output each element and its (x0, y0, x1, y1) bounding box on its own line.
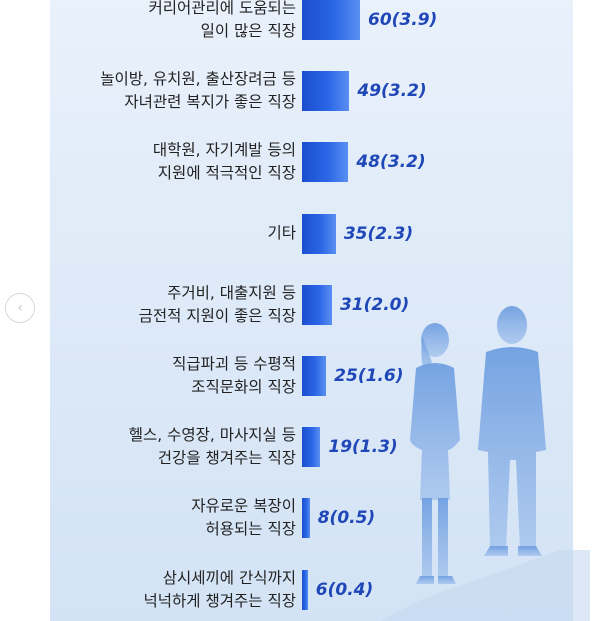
category-label-line: 놀이방, 유치원, 출산장려금 등 (100, 70, 296, 89)
bar (302, 0, 360, 40)
category-label-line: 건강을 챙겨주는 직장 (157, 449, 296, 468)
bar (302, 142, 349, 183)
category-label-line: 허용되는 직장 (205, 520, 297, 539)
bar (302, 213, 336, 254)
category-label-line: 삼시세끼에 간식까지 (162, 568, 296, 587)
category-label-line: 주거비, 대출지원 등 (167, 283, 296, 302)
category-label-line: 자녀관련 복지가 좋은 직장 (124, 93, 296, 112)
category-label-line: 직급파괴 등 수평적 (172, 355, 296, 373)
category-label-line: 대학원, 자기계발 등의 (152, 141, 296, 160)
bar (302, 356, 327, 396)
carousel-prev-button[interactable]: ‹ (5, 293, 35, 323)
category-label-line: 헬스, 수영장, 마사지실 등 (128, 426, 296, 445)
data-label: 31(2.0) (339, 294, 410, 315)
data-label: 19(1.3) (328, 437, 398, 458)
data-label: 25(1.6) (334, 366, 404, 386)
category-label-line: 금전적 지원이 좋은 직장 (138, 306, 296, 325)
category-label-line: 조직문화의 직장 (191, 378, 296, 396)
bar (302, 498, 310, 539)
data-label: 49(3.2) (357, 81, 427, 102)
data-label: 8(0.5) (317, 508, 376, 529)
bar (302, 71, 350, 112)
bar (302, 284, 332, 325)
data-label: 48(3.2) (356, 152, 426, 173)
category-label-line: 자유로운 복장이 (191, 497, 296, 516)
category-label-line: 커리어관리에 도움되는 (148, 0, 296, 17)
data-label: 35(2.3) (343, 223, 414, 244)
chevron-left-icon: ‹ (17, 300, 23, 316)
category-label-line: 일이 많은 직장 (200, 22, 296, 40)
business-people-silhouette (380, 306, 590, 621)
category-label-line: 넉넉하게 챙겨주는 직장 (143, 591, 296, 610)
category-label-line: 기타 (267, 224, 296, 243)
data-label: 6(0.4) (315, 579, 374, 600)
bar (302, 569, 308, 610)
category-label: 기타 (56, 222, 296, 245)
bar (302, 427, 321, 468)
data-label: 60(3.9) (368, 10, 438, 30)
category-label-line: 지원에 적극적인 직장 (157, 164, 296, 183)
